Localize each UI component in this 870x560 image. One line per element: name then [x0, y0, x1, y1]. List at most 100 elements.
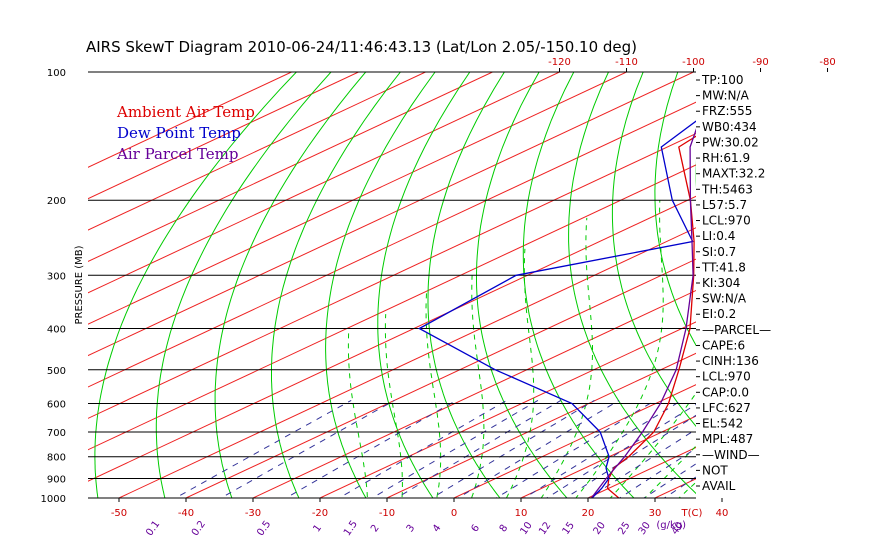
mixing-ratio-tick-label: 1	[311, 523, 324, 535]
stability-index-label: TH:5463	[701, 182, 753, 196]
chart-title: AIRS SkewT Diagram 2010-06-24/11:46:43.1…	[86, 38, 637, 56]
isotherm-line	[88, 195, 696, 482]
mixing-ratio-tick-label: 15	[561, 520, 577, 537]
pressure-tick-label: 900	[47, 475, 66, 486]
stability-index-label: MAXT:32.2	[702, 167, 765, 181]
stability-index-label: —WIND—	[702, 448, 760, 462]
bottom-temp-tick-label: -50	[111, 508, 127, 519]
pressure-tick-label: 700	[47, 428, 66, 439]
pressure-tick-label: 300	[47, 271, 66, 282]
stability-index-label: LCL:970	[702, 370, 751, 384]
mixing-ratio-line	[174, 399, 352, 498]
moist-adiabat-line	[575, 200, 664, 498]
y-axis-label: PRESSURE (MB)	[74, 245, 85, 324]
background-grid	[88, 72, 870, 507]
stability-index-label: RH:61.9	[702, 151, 750, 165]
stability-index-label: SI:0.7	[702, 245, 736, 259]
stability-index-label: KI:304	[702, 276, 740, 290]
isotherm-line	[654, 478, 696, 498]
pressure-tick-label: 800	[47, 453, 66, 464]
top-temp-tick-label: -100	[682, 57, 705, 68]
stability-index-label: LCL:970	[702, 214, 751, 228]
mixing-ratio-line	[618, 447, 696, 498]
pressure-tick-label: 1000	[41, 494, 66, 505]
stability-index-label: CINH:136	[702, 354, 759, 368]
isotherm-line	[88, 72, 292, 168]
stability-index-label: TT:41.8	[701, 260, 746, 274]
mixing-ratio-tick-label: 6	[469, 523, 482, 535]
pressure-tick-label: 100	[47, 68, 66, 79]
isobar-lines	[88, 199, 696, 499]
mixing-ratio-tick-label: 12	[537, 520, 553, 537]
sounding-series	[417, 120, 696, 498]
mixing-ratio-tick-label: 25	[616, 520, 632, 537]
isotherm-line	[252, 289, 696, 498]
dry-adiabat-line	[568, 72, 696, 495]
stability-index-label: PW:30.02	[702, 135, 759, 149]
pressure-tick-label: 600	[47, 399, 66, 410]
pressure-tick-label: 500	[47, 366, 66, 377]
moist-adiabat-line	[425, 292, 442, 498]
bottom-temp-tick-label: 10	[515, 508, 528, 519]
mixing-ratio-line	[545, 403, 696, 498]
top-temp-tick-label: -80	[819, 57, 835, 68]
mixing-ratio-tick-label: 4	[431, 523, 444, 535]
stability-index-label: TP:100	[701, 73, 744, 87]
pressure-tick-label: 400	[47, 324, 66, 335]
top-temp-tick-label: -120	[548, 57, 571, 68]
stability-index-label: —PARCEL—	[702, 323, 771, 337]
moist-adiabat-line	[347, 328, 368, 498]
isotherm-line	[520, 415, 696, 498]
mixing-ratio-line	[643, 463, 696, 498]
bottom-temp-tick-label: -40	[178, 508, 194, 519]
isotherm-line	[789, 72, 870, 498]
x-axis-label: T(C)	[681, 508, 703, 519]
top-temp-tick-label: -90	[752, 57, 768, 68]
stability-index-label: LI:0.4	[702, 229, 735, 243]
stability-index-label: SW:N/A	[702, 292, 747, 306]
mixing-ratio-line	[219, 399, 395, 498]
stability-index-label: CAP:0.0	[702, 385, 749, 399]
bottom-temp-tick-label: -20	[312, 508, 328, 519]
isotherm-line	[453, 384, 696, 498]
isotherm-line	[88, 72, 493, 263]
dry-adiabat-line	[611, 72, 696, 428]
isotherm-line	[88, 72, 694, 357]
dry-adiabat-line	[377, 72, 471, 498]
mixing-ratio-line	[663, 476, 696, 498]
mixing-ratio-tick-label: 2	[369, 523, 382, 535]
mixing-ratio-tick-label: 8	[498, 523, 511, 535]
stability-index-label: MW:N/A	[702, 89, 750, 103]
dry-adiabat-line	[214, 72, 367, 498]
bottom-temp-tick-label: 0	[451, 508, 457, 519]
stability-index-label: EL:542	[702, 417, 743, 431]
bottom-temp-tick-label: 30	[649, 508, 662, 519]
mixing-ratio-line	[395, 399, 562, 498]
isotherm-line	[88, 72, 560, 294]
dry-adiabat-line	[427, 72, 505, 498]
isotherm-line	[88, 101, 696, 388]
isotherm-line	[386, 352, 696, 498]
isotherm-line	[88, 164, 696, 451]
stability-index-label: CAPE:6	[702, 338, 745, 352]
dry-adiabat-line	[271, 72, 401, 498]
pressure-tick-label: 200	[47, 196, 66, 207]
bottom-temp-tick-label: -30	[245, 508, 261, 519]
stability-index-label: WB0:434	[702, 120, 757, 134]
mixing-ratio-tick-label: 1.5	[342, 519, 360, 538]
legend-entry: Dew Point Temp	[117, 124, 241, 142]
isotherm-line	[88, 72, 627, 325]
isotherm-line	[185, 258, 696, 498]
mixing-ratio-line	[431, 399, 595, 498]
bottom-temp-tick-label: -10	[379, 508, 395, 519]
isotherm-line	[88, 72, 426, 231]
isotherm-line	[118, 227, 696, 498]
dry-adiabat-line	[775, 72, 870, 507]
mixing-ratio-line	[338, 399, 507, 498]
stability-index-label: FRZ:555	[702, 104, 752, 118]
stability-index-label: AVAIL	[702, 479, 736, 493]
dry-adiabat-line	[850, 72, 870, 507]
mixing-ratio-tick-label: 20	[592, 520, 608, 537]
